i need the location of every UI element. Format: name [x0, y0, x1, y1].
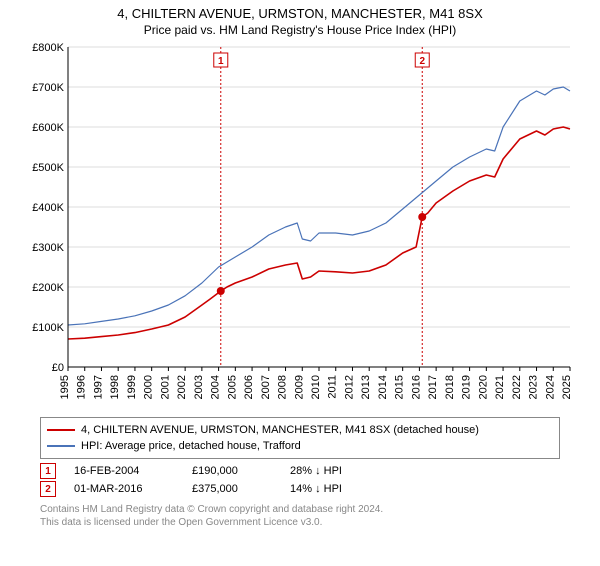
svg-text:2000: 2000	[143, 375, 155, 399]
svg-text:£700K: £700K	[32, 82, 64, 94]
license-line-2: This data is licensed under the Open Gov…	[40, 516, 560, 529]
event-marker: 1	[40, 463, 56, 479]
event-date: 01-MAR-2016	[74, 483, 174, 495]
svg-text:£500K: £500K	[32, 162, 64, 174]
svg-text:2018: 2018	[444, 375, 456, 399]
license-line-1: Contains HM Land Registry data © Crown c…	[40, 503, 560, 516]
svg-text:2007: 2007	[260, 375, 272, 399]
svg-text:1998: 1998	[109, 375, 121, 399]
svg-text:£200K: £200K	[32, 282, 64, 294]
svg-text:2001: 2001	[159, 375, 171, 399]
svg-text:2004: 2004	[210, 375, 222, 399]
svg-text:2015: 2015	[394, 375, 406, 399]
event-marker: 2	[40, 481, 56, 497]
svg-text:1: 1	[218, 56, 224, 67]
svg-text:2003: 2003	[193, 375, 205, 399]
svg-text:£0: £0	[52, 362, 64, 374]
svg-text:2022: 2022	[511, 375, 523, 399]
svg-text:2023: 2023	[528, 375, 540, 399]
svg-text:2012: 2012	[343, 375, 355, 399]
event-price: £375,000	[192, 483, 272, 495]
svg-text:1997: 1997	[92, 375, 104, 399]
events-table: 1 16-FEB-2004 £190,000 28% ↓ HPI 2 01-MAR-201…	[40, 463, 560, 497]
svg-text:2025: 2025	[561, 375, 573, 399]
legend-label: HPI: Average price, detached house, Traf…	[81, 438, 301, 454]
legend-row: 4, CHILTERN AVENUE, URMSTON, MANCHESTER,…	[47, 422, 553, 438]
svg-text:2021: 2021	[494, 375, 506, 399]
event-price: £190,000	[192, 465, 272, 477]
event-delta: 14% ↓ HPI	[290, 483, 380, 495]
legend: 4, CHILTERN AVENUE, URMSTON, MANCHESTER,…	[40, 417, 560, 459]
svg-text:2019: 2019	[461, 375, 473, 399]
legend-row: HPI: Average price, detached house, Traf…	[47, 438, 553, 454]
event-delta: 28% ↓ HPI	[290, 465, 380, 477]
svg-text:£300K: £300K	[32, 242, 64, 254]
svg-text:2024: 2024	[544, 375, 556, 399]
event-row: 2 01-MAR-2016 £375,000 14% ↓ HPI	[40, 481, 560, 497]
page-subtitle: Price paid vs. HM Land Registry's House …	[0, 23, 600, 37]
svg-text:2013: 2013	[360, 375, 372, 399]
svg-text:2009: 2009	[293, 375, 305, 399]
event-date: 16-FEB-2004	[74, 465, 174, 477]
svg-text:2: 2	[419, 56, 425, 67]
legend-swatch	[47, 445, 75, 447]
svg-text:2020: 2020	[477, 375, 489, 399]
svg-text:2002: 2002	[176, 375, 188, 399]
svg-text:2011: 2011	[327, 375, 339, 399]
page-title: 4, CHILTERN AVENUE, URMSTON, MANCHESTER,…	[0, 6, 600, 21]
svg-text:2010: 2010	[310, 375, 322, 399]
svg-text:£600K: £600K	[32, 122, 64, 134]
svg-text:1999: 1999	[126, 375, 138, 399]
svg-text:£400K: £400K	[32, 202, 64, 214]
svg-text:2017: 2017	[427, 375, 439, 399]
legend-label: 4, CHILTERN AVENUE, URMSTON, MANCHESTER,…	[81, 422, 479, 438]
svg-text:£800K: £800K	[32, 42, 64, 54]
license-text: Contains HM Land Registry data © Crown c…	[40, 503, 560, 529]
svg-text:2016: 2016	[410, 375, 422, 399]
event-row: 1 16-FEB-2004 £190,000 28% ↓ HPI	[40, 463, 560, 479]
chart-container: £0 £100K £200K £300K £400K £500K £600K £700K £80…	[20, 41, 580, 411]
svg-text:£100K: £100K	[32, 322, 64, 334]
svg-text:1996: 1996	[76, 375, 88, 399]
svg-text:2006: 2006	[243, 375, 255, 399]
line-chart: £0 £100K £200K £300K £400K £500K £600K £700K £80…	[20, 41, 580, 411]
svg-text:2008: 2008	[277, 375, 289, 399]
svg-text:2014: 2014	[377, 375, 389, 399]
svg-text:2005: 2005	[226, 375, 238, 399]
svg-text:1995: 1995	[59, 375, 71, 399]
legend-swatch	[47, 429, 75, 431]
